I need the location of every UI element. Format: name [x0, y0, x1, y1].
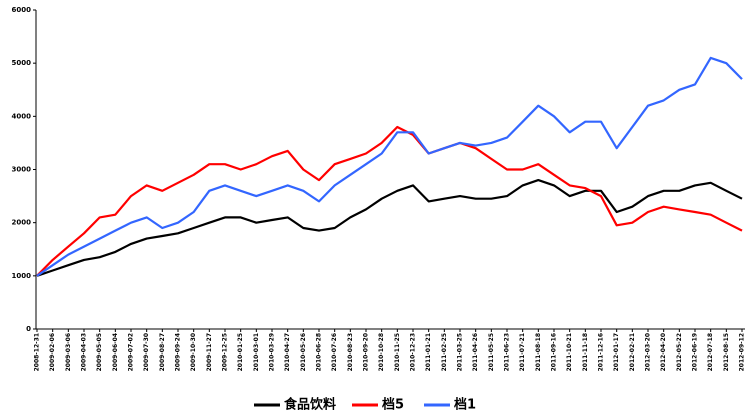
x-tick-label: 2011-12-16: [598, 333, 605, 371]
x-tick-label: 2010-07-26: [331, 333, 338, 371]
y-tick-label: 5000: [12, 59, 32, 67]
x-tick-label: 2010-04-27: [284, 333, 291, 371]
legend-label: 档1: [454, 397, 476, 413]
series-line: [36, 179, 743, 277]
x-tick-label: 2009-10-30: [190, 333, 197, 371]
x-tick-label: 2010-01-25: [237, 333, 244, 371]
x-tick-label: 2010-08-23: [347, 333, 354, 371]
x-tick-label: 2011-08-18: [535, 333, 542, 371]
y-tick-label: 6000: [12, 6, 32, 14]
x-tick-label: 2011-09-16: [551, 333, 558, 371]
x-tick-label: 2010-12-23: [410, 333, 417, 371]
x-tick-label: 2012-01-17: [613, 333, 620, 371]
series-line: [36, 56, 743, 277]
x-tick-label: 2012-05-22: [676, 333, 683, 371]
x-tick-label: 2012-08-15: [723, 333, 730, 371]
x-tick-label: 2011-06-23: [504, 333, 511, 371]
x-tick-label: 2009-03-06: [65, 333, 72, 371]
x-tick-label: 2011-01-21: [425, 333, 432, 371]
x-tick-label: 2011-07-21: [519, 333, 526, 371]
legend-label: 食品饮料: [284, 397, 336, 413]
x-tick-label: 2009-07-02: [128, 333, 135, 371]
x-tick-label: 2009-02-06: [49, 333, 56, 371]
y-tick-label: 1000: [12, 272, 32, 280]
x-tick-label: 2008-12-31: [34, 333, 41, 371]
x-tick-label: 2011-05-25: [488, 333, 495, 371]
series-line: [36, 125, 743, 277]
x-tick-label: 2012-09-12: [739, 333, 746, 371]
x-tick-label: 2011-02-25: [441, 333, 448, 371]
x-tick-label: 2012-04-20: [660, 333, 667, 371]
x-tick-label: 2011-10-21: [566, 333, 573, 371]
x-tick-label: 2011-11-18: [582, 333, 589, 371]
x-tick-label: 2012-03-20: [645, 333, 652, 371]
x-tick-label: 2009-05-05: [96, 333, 103, 371]
x-tick-label: 2009-11-27: [206, 333, 213, 371]
x-tick-label: 2012-07-18: [707, 333, 714, 371]
x-tick-label: 2012-02-21: [629, 333, 636, 371]
x-tick-label: 2009-08-27: [159, 333, 166, 371]
legend-label: 档5: [382, 397, 404, 413]
x-tick-label: 2010-03-01: [253, 333, 260, 371]
x-tick-label: 2012-06-19: [692, 333, 699, 371]
y-tick-label: 4000: [12, 112, 32, 120]
x-tick-label: 2010-09-20: [363, 333, 370, 371]
x-tick-label: 2011-03-25: [457, 333, 464, 371]
x-tick-label: 2010-05-26: [300, 333, 307, 371]
y-tick-label: 0: [26, 325, 31, 333]
x-tick-label: 2009-12-25: [222, 333, 229, 371]
x-tick-label: 2009-04-03: [81, 333, 88, 371]
x-tick-label: 2011-04-26: [472, 333, 479, 371]
y-tick-label: 3000: [12, 166, 32, 174]
x-tick-label: 2009-07-30: [143, 333, 150, 371]
y-tick-label: 2000: [12, 219, 32, 227]
x-tick-label: 2010-10-28: [378, 333, 385, 371]
x-tick-label: 2010-06-28: [316, 333, 323, 371]
x-tick-label: 2010-03-29: [269, 333, 276, 371]
x-tick-label: 2010-11-25: [394, 333, 401, 371]
x-tick-label: 2009-09-24: [175, 333, 182, 371]
x-tick-label: 2009-06-04: [112, 333, 119, 371]
